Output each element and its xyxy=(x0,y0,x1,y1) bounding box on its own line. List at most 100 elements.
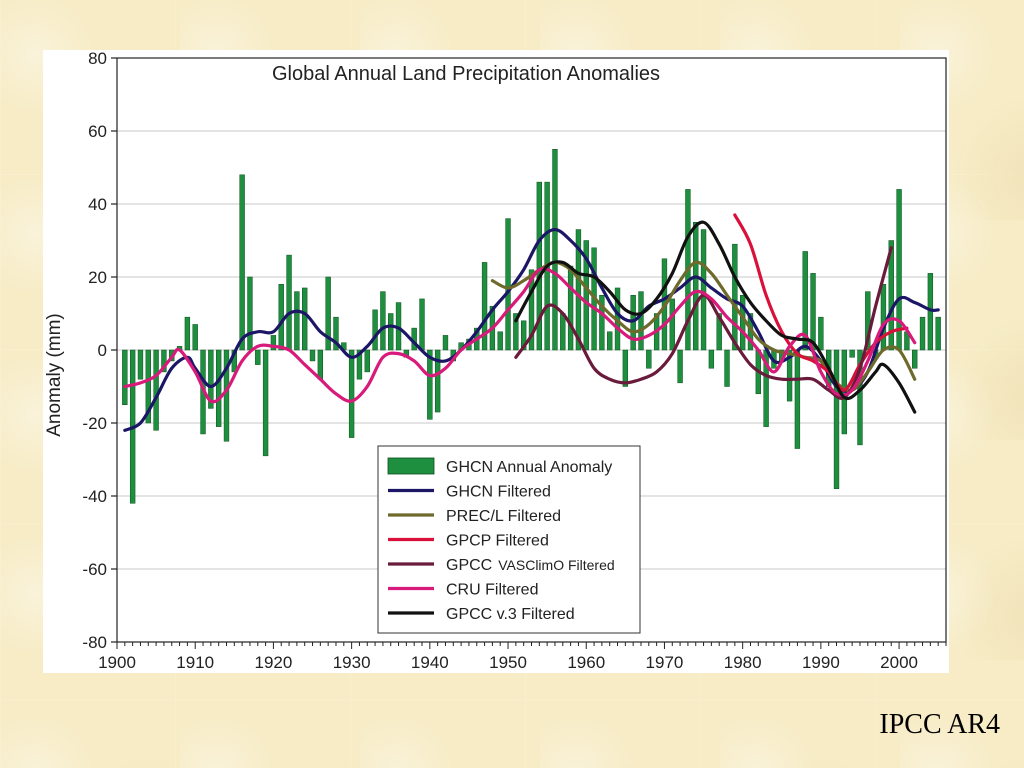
bar-1960 xyxy=(583,240,589,351)
bar-1975 xyxy=(700,229,707,351)
bar-2005 xyxy=(935,316,941,351)
bar-1999 xyxy=(888,240,894,351)
y-tick-label-80: 80 xyxy=(88,50,107,68)
bar-1932 xyxy=(364,349,370,373)
bar-1995 xyxy=(857,349,863,446)
bar-1978 xyxy=(724,349,730,387)
bar-1954 xyxy=(536,181,542,351)
bar-1958 xyxy=(567,265,574,351)
precipitation-chart: Global Annual Land Precipitation Anomali… xyxy=(44,50,947,672)
legend-label-0: GHCN Filtered xyxy=(446,484,551,501)
bar-1910 xyxy=(192,324,198,351)
y-tick-label--80: -80 xyxy=(82,633,107,652)
bar-1942 xyxy=(442,335,449,351)
legend-label-2: GPCP Filtered xyxy=(446,533,549,550)
bar-1924 xyxy=(302,287,308,351)
bar-1935 xyxy=(388,313,394,351)
bar-1953 xyxy=(528,269,535,351)
bar-1916 xyxy=(239,174,245,351)
bar-1909 xyxy=(184,316,191,351)
bar-1906 xyxy=(161,349,167,373)
y-tick-label-40: 40 xyxy=(88,195,107,214)
legend-label-suffix-3: VASClimO Filtered xyxy=(498,557,614,573)
bar-1986 xyxy=(786,349,793,402)
bar-1979 xyxy=(732,243,738,351)
legend-label-3: GPCC VASClimO Filtered xyxy=(446,557,615,574)
chart-title: Global Annual Land Precipitation Anomali… xyxy=(272,63,660,85)
filtered-lines xyxy=(123,213,940,432)
bar-1956 xyxy=(552,149,558,351)
bar-1912 xyxy=(208,349,214,409)
bar-1940 xyxy=(427,349,433,420)
x-tick-label-1960: 1960 xyxy=(567,653,605,672)
x-tick-label-1940: 1940 xyxy=(411,653,449,672)
bar-1941 xyxy=(434,349,441,413)
legend-label-1: PREC/L Filtered xyxy=(446,508,561,525)
x-tick-label-1990: 1990 xyxy=(802,653,840,672)
y-tick-label-0: 0 xyxy=(98,341,107,360)
legend-label-bars: GHCN Annual Anomaly xyxy=(446,459,612,476)
bar-1919 xyxy=(262,349,269,457)
bar-1951 xyxy=(513,313,519,351)
y-axis-label: Anomaly (mm) xyxy=(44,313,65,437)
legend: GHCN Annual Anomaly GHCN Filtered PREC/L F… xyxy=(377,445,641,634)
bar-1923 xyxy=(294,291,300,351)
y-tick-label--20: -20 xyxy=(82,414,107,433)
bar-1917 xyxy=(247,276,253,351)
bar-2003 xyxy=(919,316,926,351)
bar-1994 xyxy=(849,349,855,358)
bar-1930 xyxy=(348,349,355,438)
bar-1987 xyxy=(794,349,801,449)
series-line-ghcn-filtered-0 xyxy=(123,227,940,432)
bar-1988 xyxy=(802,251,808,351)
bar-1971 xyxy=(669,298,675,351)
bar-1957 xyxy=(560,313,566,351)
bar-1918 xyxy=(255,349,261,365)
bar-1967 xyxy=(638,291,644,351)
bar-1931 xyxy=(356,349,363,380)
bar-2002 xyxy=(912,349,918,369)
bar-1952 xyxy=(521,320,527,351)
bar-1998 xyxy=(880,284,887,351)
bar-1968 xyxy=(646,349,652,369)
y-tick-label-60: 60 xyxy=(88,122,107,141)
y-tick-label-20: 20 xyxy=(88,268,107,287)
bar-1905 xyxy=(153,349,159,431)
bar-1925 xyxy=(309,349,316,362)
bar-1927 xyxy=(325,276,331,351)
source-credit: IPCC AR4 xyxy=(879,709,1000,740)
x-tick-label-2000: 2000 xyxy=(880,653,918,672)
legend-label-4: CRU Filtered xyxy=(446,582,538,599)
bar-1992 xyxy=(833,349,840,489)
x-tick-label-1970: 1970 xyxy=(646,653,684,672)
x-tick-label-1950: 1950 xyxy=(489,653,527,672)
bar-1921 xyxy=(278,284,284,351)
x-tick-label-1920: 1920 xyxy=(255,653,293,672)
bar-1920 xyxy=(270,335,277,351)
bar-1965 xyxy=(622,349,629,387)
bar-1926 xyxy=(317,349,324,380)
bar-1903 xyxy=(137,349,144,380)
bar-1949 xyxy=(497,331,503,351)
x-tick-label-1930: 1930 xyxy=(333,653,371,672)
bar-1963 xyxy=(607,331,613,351)
axes: -80 -60 -40 -20 0 20 40 60 80 1900 1910 1920 1930 194… xyxy=(82,50,947,672)
chart-panel: Global Annual Land Precipitation Anomali… xyxy=(43,50,949,673)
bar-1913 xyxy=(215,349,222,427)
bar-1996 xyxy=(865,291,871,351)
bar-1933 xyxy=(372,309,378,351)
x-tick-label-1900: 1900 xyxy=(98,653,136,672)
bar-1947 xyxy=(481,262,488,351)
series-line-gpcc-v-3-filtered-5 xyxy=(514,220,917,414)
bar-1904 xyxy=(145,349,151,424)
bar-1939 xyxy=(419,298,425,351)
bar-1974 xyxy=(693,222,699,351)
bar-1977 xyxy=(716,313,722,351)
x-tick-label-1910: 1910 xyxy=(176,653,214,672)
bar-1976 xyxy=(708,349,715,369)
x-tick-label-1980: 1980 xyxy=(724,653,762,672)
bar-1989 xyxy=(810,273,816,351)
bar-2000 xyxy=(896,189,902,351)
bar-1901 xyxy=(122,349,128,405)
bar-1962 xyxy=(599,295,605,351)
